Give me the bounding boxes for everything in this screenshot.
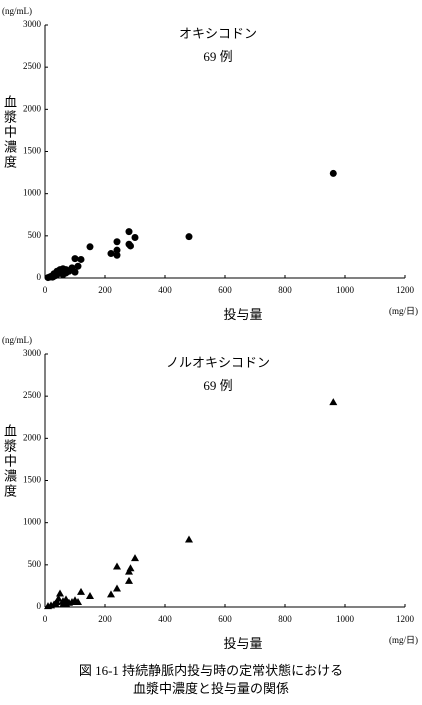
point xyxy=(77,255,85,263)
point xyxy=(113,562,121,570)
x-tick-label: 1000 xyxy=(336,285,355,295)
point xyxy=(329,398,338,406)
point xyxy=(113,246,121,254)
point xyxy=(329,169,337,177)
y-tick-label: 2000 xyxy=(23,432,42,442)
x-tick-label: 600 xyxy=(218,614,232,624)
point xyxy=(86,243,94,251)
annotation: ノルオキシコドン xyxy=(166,355,270,370)
point xyxy=(131,234,139,242)
point xyxy=(44,274,52,282)
caption: 図 16-1 持続静脈内投与時の定常状態における xyxy=(79,663,343,678)
annotation: オキシコドン xyxy=(179,26,257,41)
point xyxy=(62,269,70,277)
point xyxy=(113,238,121,246)
point xyxy=(62,599,70,607)
y-tick-label: 2500 xyxy=(23,61,42,71)
point xyxy=(113,584,121,592)
point xyxy=(125,228,133,236)
x-tick-label: 400 xyxy=(158,285,172,295)
point xyxy=(107,250,115,258)
x-tick-label: 600 xyxy=(218,285,232,295)
point xyxy=(77,587,85,595)
y-tick-label: 1500 xyxy=(23,146,42,156)
x-unit: (mg/日) xyxy=(389,635,418,645)
y-tick-label: 500 xyxy=(28,559,42,569)
y-tick-label: 0 xyxy=(37,272,42,282)
x-tick-label: 1200 xyxy=(396,285,415,295)
y-tick-label: 2000 xyxy=(23,103,42,113)
point xyxy=(113,251,121,259)
x-tick-label: 200 xyxy=(98,285,112,295)
x-tick-label: 800 xyxy=(278,614,292,624)
point xyxy=(125,567,133,575)
x-tick-label: 200 xyxy=(98,614,112,624)
point xyxy=(131,554,139,562)
y-tick-label: 500 xyxy=(28,230,42,240)
y-unit: (ng/mL) xyxy=(2,335,32,345)
point xyxy=(74,597,82,605)
x-tick-label: 800 xyxy=(278,285,292,295)
x-label: 投与量 xyxy=(223,636,262,651)
point xyxy=(86,592,94,600)
point xyxy=(74,262,82,270)
y-tick-label: 0 xyxy=(37,601,42,611)
x-tick-label: 0 xyxy=(43,614,48,624)
y-tick-label: 2500 xyxy=(23,390,42,400)
x-tick-label: 1000 xyxy=(336,614,355,624)
x-tick-label: 0 xyxy=(43,285,48,295)
y-label: 血漿中濃度 xyxy=(2,95,17,170)
x-tick-label: 1200 xyxy=(396,614,415,624)
y-label: 血漿中濃度 xyxy=(2,424,17,499)
x-tick-label: 400 xyxy=(158,614,172,624)
point xyxy=(185,233,193,241)
y-tick-label: 1000 xyxy=(23,188,42,198)
x-label: 投与量 xyxy=(223,307,262,322)
x-unit: (mg/日) xyxy=(389,306,418,316)
y-tick-label: 3000 xyxy=(23,19,42,29)
point xyxy=(44,602,52,610)
caption: 血漿中濃度と投与量の関係 xyxy=(133,681,289,696)
point xyxy=(125,576,133,584)
point xyxy=(107,590,115,598)
point xyxy=(56,589,64,597)
annotation: 69 例 xyxy=(203,49,232,64)
point xyxy=(185,535,193,543)
y-unit: (ng/mL) xyxy=(2,6,32,16)
point xyxy=(125,240,133,248)
y-tick-label: 1000 xyxy=(23,517,42,527)
y-tick-label: 3000 xyxy=(23,348,42,358)
y-tick-label: 1500 xyxy=(23,475,42,485)
point xyxy=(71,268,79,276)
annotation: 69 例 xyxy=(203,378,232,393)
point xyxy=(71,255,79,263)
